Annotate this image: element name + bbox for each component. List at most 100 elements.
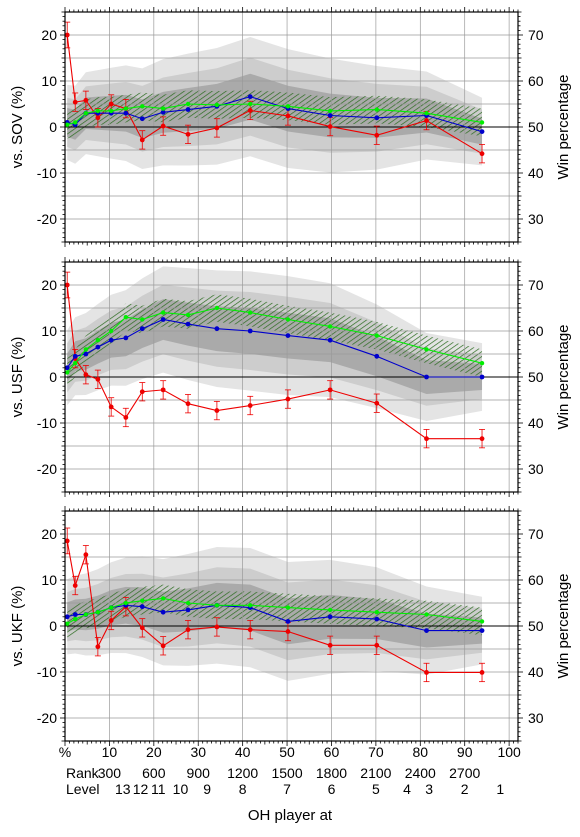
data-point <box>185 131 191 137</box>
data-point <box>65 370 70 375</box>
data-point <box>123 110 129 116</box>
x-percent-tick: 50 <box>279 744 295 760</box>
series-line <box>66 284 483 440</box>
x-rank-tick: 1800 <box>316 765 347 781</box>
data-point <box>83 372 89 378</box>
data-point <box>247 328 253 334</box>
x-level-tick: 10 <box>173 781 189 797</box>
chart-panel-1: -20 -10 0 10 20 30 40 50 60 70 vs. SOV (%) Win perc… <box>9 7 572 247</box>
series-3 <box>65 101 485 127</box>
data-point <box>479 628 485 633</box>
data-point <box>108 618 114 623</box>
series-line <box>66 34 483 155</box>
y2-tick-label: 40 <box>528 165 544 181</box>
data-point <box>479 436 485 442</box>
data-point <box>73 120 78 125</box>
data-point <box>185 607 191 613</box>
data-point <box>479 361 485 366</box>
data-point <box>64 282 70 288</box>
y2-tick-label: 60 <box>528 572 544 588</box>
y-axis-label: vs. UKF (%) <box>9 586 26 667</box>
data-point <box>95 338 101 343</box>
data-point <box>424 118 429 123</box>
x-percent-tick: 10 <box>102 744 118 760</box>
data-point <box>479 670 485 675</box>
data-point <box>139 625 145 631</box>
data-point <box>247 94 253 100</box>
data-point <box>108 101 114 107</box>
y2-tick-label: 60 <box>528 323 544 339</box>
hatched-band <box>67 294 483 387</box>
x-percent-tick: 40 <box>235 744 251 760</box>
x-percent-tick: 30 <box>190 744 206 760</box>
data-point <box>83 612 89 617</box>
x-rank-tick: 2400 <box>405 765 436 781</box>
data-point <box>214 326 220 332</box>
data-point <box>139 604 145 610</box>
data-point <box>327 614 333 620</box>
data-point <box>160 123 166 129</box>
data-point <box>185 107 191 112</box>
x-level-tick: 6 <box>328 781 336 797</box>
data-point <box>185 600 191 606</box>
data-point <box>140 317 145 322</box>
data-point <box>73 361 78 366</box>
data-point <box>160 317 166 322</box>
data-point <box>247 310 253 315</box>
data-point <box>185 101 191 107</box>
data-point <box>64 614 70 620</box>
series-1 <box>64 21 486 164</box>
data-point <box>424 670 429 675</box>
x-level-tick: 2 <box>461 781 469 797</box>
x-level-tick: 7 <box>283 781 291 797</box>
series-line <box>67 96 483 133</box>
data-point <box>214 603 220 608</box>
y-tick-label: 20 <box>41 27 57 43</box>
data-point <box>374 400 380 406</box>
series-line <box>66 540 483 674</box>
data-point <box>327 113 333 118</box>
data-point <box>83 347 89 352</box>
data-point <box>83 97 89 103</box>
x-level-tick: 13 <box>115 781 131 797</box>
x-level-row-label: Level <box>66 781 99 797</box>
data-point <box>123 335 129 341</box>
x-rank-tick: 1200 <box>227 765 258 781</box>
data-point <box>479 120 485 125</box>
data-point <box>327 124 333 129</box>
x-percent-tick: 60 <box>324 744 340 760</box>
data-point <box>285 396 291 402</box>
data-point <box>247 403 253 408</box>
x-rank-tick: 600 <box>142 765 166 781</box>
data-point <box>424 436 429 442</box>
data-point <box>160 609 166 615</box>
data-point <box>160 596 166 601</box>
data-point <box>65 122 70 127</box>
data-point <box>123 315 129 320</box>
y-tick-label: 20 <box>41 277 57 293</box>
data-point <box>95 108 101 114</box>
x-percent-row-label: % <box>59 744 71 760</box>
data-point <box>327 337 333 343</box>
x-rank-tick: 1500 <box>271 765 302 781</box>
data-point <box>139 326 145 332</box>
data-point <box>247 603 253 608</box>
x-percent-tick: 70 <box>368 744 384 760</box>
data-point <box>139 389 145 395</box>
series-2 <box>64 94 485 135</box>
y-tick-label: 0 <box>49 618 57 634</box>
data-point <box>65 621 70 626</box>
y2-tick-label: 70 <box>528 27 544 43</box>
x-rank-tick: 900 <box>187 765 211 781</box>
data-point <box>123 600 129 606</box>
data-point <box>424 111 429 116</box>
data-point <box>95 644 101 650</box>
data-point <box>123 415 129 420</box>
y-tick-label: 10 <box>41 73 57 89</box>
data-point <box>160 310 166 315</box>
x-level-tick: 1 <box>496 781 504 797</box>
y2-axis-label: Win percentage <box>555 573 572 678</box>
data-point <box>285 113 291 119</box>
data-point <box>374 610 379 615</box>
